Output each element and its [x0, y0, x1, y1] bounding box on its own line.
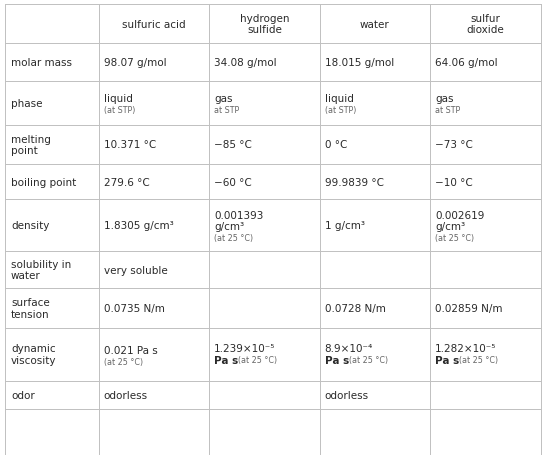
Text: at STP: at STP — [214, 106, 240, 115]
Text: 10.371 °C: 10.371 °C — [104, 140, 156, 150]
Text: surface
tension: surface tension — [11, 297, 50, 319]
Text: −85 °C: −85 °C — [214, 140, 252, 150]
Text: molar mass: molar mass — [11, 58, 72, 67]
Text: density: density — [11, 221, 49, 231]
Text: g/cm³: g/cm³ — [435, 222, 465, 232]
Text: 18.015 g/mol: 18.015 g/mol — [325, 58, 394, 67]
Text: water: water — [360, 20, 390, 29]
Text: (at STP): (at STP) — [325, 106, 356, 115]
Text: (at 25 °C): (at 25 °C) — [238, 355, 277, 364]
Text: melting
point: melting point — [11, 134, 51, 156]
Text: 0.0735 N/m: 0.0735 N/m — [104, 303, 165, 313]
Text: odor: odor — [11, 390, 35, 400]
Text: boiling point: boiling point — [11, 177, 76, 187]
Text: gas: gas — [435, 94, 454, 104]
Text: (at 25 °C): (at 25 °C) — [214, 234, 253, 243]
Text: Pa s: Pa s — [214, 355, 239, 365]
Text: 1.8305 g/cm³: 1.8305 g/cm³ — [104, 221, 174, 231]
Text: 0.02859 N/m: 0.02859 N/m — [435, 303, 502, 313]
Text: phase: phase — [11, 98, 43, 108]
Text: liquid: liquid — [325, 94, 353, 104]
Text: 0.002619: 0.002619 — [435, 211, 484, 221]
Text: (at 25 °C): (at 25 °C) — [459, 355, 498, 364]
Text: (at STP): (at STP) — [104, 106, 135, 115]
Text: 99.9839 °C: 99.9839 °C — [325, 177, 384, 187]
Text: 8.9×10⁻⁴: 8.9×10⁻⁴ — [325, 344, 373, 354]
Text: solubility in
water: solubility in water — [11, 259, 71, 281]
Text: sulfuric acid: sulfuric acid — [122, 20, 186, 29]
Text: 64.06 g/mol: 64.06 g/mol — [435, 58, 497, 67]
Text: 0.021 Pa s: 0.021 Pa s — [104, 345, 158, 355]
Text: 1.282×10⁻⁵: 1.282×10⁻⁵ — [435, 344, 496, 354]
Text: odorless: odorless — [325, 390, 369, 400]
Text: −10 °C: −10 °C — [435, 177, 473, 187]
Text: 1.239×10⁻⁵: 1.239×10⁻⁵ — [214, 344, 276, 354]
Text: gas: gas — [214, 94, 233, 104]
Text: g/cm³: g/cm³ — [214, 222, 245, 232]
Text: hydrogen
sulfide: hydrogen sulfide — [240, 14, 289, 35]
Text: 34.08 g/mol: 34.08 g/mol — [214, 58, 277, 67]
Text: odorless: odorless — [104, 390, 148, 400]
Text: Pa s: Pa s — [325, 355, 349, 365]
Text: very soluble: very soluble — [104, 265, 168, 275]
Text: (at 25 °C): (at 25 °C) — [349, 355, 388, 364]
Text: 0.001393: 0.001393 — [214, 211, 264, 221]
Text: −73 °C: −73 °C — [435, 140, 473, 150]
Text: 0 °C: 0 °C — [325, 140, 347, 150]
Text: 0.0728 N/m: 0.0728 N/m — [325, 303, 385, 313]
Text: (at 25 °C): (at 25 °C) — [435, 234, 474, 243]
Text: 279.6 °C: 279.6 °C — [104, 177, 150, 187]
Text: sulfur
dioxide: sulfur dioxide — [467, 14, 505, 35]
Text: 1 g/cm³: 1 g/cm³ — [325, 221, 365, 231]
Text: (at 25 °C): (at 25 °C) — [104, 357, 143, 366]
Text: dynamic
viscosity: dynamic viscosity — [11, 343, 56, 365]
Text: 98.07 g/mol: 98.07 g/mol — [104, 58, 167, 67]
Text: −60 °C: −60 °C — [214, 177, 252, 187]
Text: at STP: at STP — [435, 106, 460, 115]
Text: liquid: liquid — [104, 94, 133, 104]
Text: Pa s: Pa s — [435, 355, 459, 365]
